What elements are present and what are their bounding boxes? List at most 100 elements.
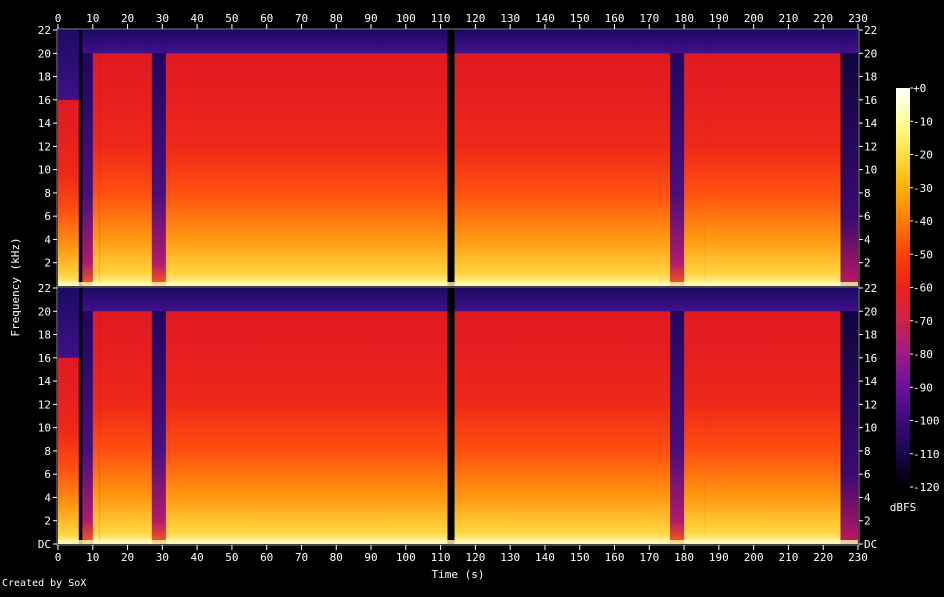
channel-2-segment-10 [684,311,705,544]
xtick-label-top: 40 [191,12,204,25]
xtick-label-top: 90 [364,12,377,25]
channel-2-segment-7 [447,288,455,544]
channel-2-ytick-label-right: 2 [864,515,871,528]
channel-1-ytick-label-left: 12 [38,140,51,153]
channel-1-segment-12-upper [840,30,858,54]
xtick-label-top: 140 [535,12,555,25]
channel-2-segment-3-upper [92,288,100,312]
colorbar-tick-label: -100 [913,415,940,428]
channel-1-segment-5 [151,53,166,286]
channel-2-ytick-label-right: DC [864,538,877,551]
xtick-label-bottom: 220 [813,551,833,564]
channel-1-segment-1 [78,30,83,286]
xtick-label-bottom: 110 [431,551,451,564]
channel-2-frame [56,286,860,546]
xtick-label-top: 110 [431,12,451,25]
xtick-label-bottom: 10 [86,551,99,564]
channel-1-segment-6-upper [165,30,448,54]
xtick-label-bottom: 160 [605,551,625,564]
channel-2-ytick-label-right: 4 [864,491,871,504]
xtick-label-bottom: 0 [55,551,62,564]
channel-2-ytick-label-left: 14 [38,375,52,388]
xtick-label-top: 180 [674,12,694,25]
colorbar-tick-label: -10 [913,115,933,128]
channel-1-segment-7 [447,30,455,286]
channel-2-segment-4-upper [99,288,152,312]
channel-1-ytick-label-right: 14 [864,117,878,130]
channel-1-segment-2 [82,53,93,286]
channel-1-ytick-label-left: 14 [38,117,52,130]
channel-2-segment-3 [92,311,100,544]
channel-1-segment-8-upper [454,30,671,54]
channel-1-ytick-label-left: 4 [44,233,51,246]
xtick-label-top: 20 [121,12,134,25]
colorbar-tick-label: -110 [913,448,940,461]
channel-1-segment-4-upper [99,30,152,54]
channel-2-ytick-label-right: 22 [864,282,877,295]
channel-1-ytick-label-left: 6 [44,210,51,223]
xtick-label-bottom: 20 [121,551,134,564]
channel-1-segment-5-upper [151,30,166,54]
channel-2-ytick-label-left: 22 [38,282,51,295]
channel-2-segment-6-upper [165,288,448,312]
channel-2-ytick-label-right: 14 [864,375,878,388]
channel-2-segment-6 [165,311,448,544]
channel-1-segment-10-upper [684,30,705,54]
channel-2-segment-2 [82,311,93,544]
channel-2-segment-12-upper [840,288,858,312]
channel-2-segment-1 [78,288,83,544]
channel-1-segment-3-upper [92,30,100,54]
channel-1-segment-10 [684,53,705,286]
channel-2-ytick-label-left: 12 [38,398,51,411]
xtick-label-bottom: 70 [295,551,308,564]
channel-2-segment-2-upper [82,288,93,312]
channel-1-ytick-label-left: 18 [38,71,51,84]
channel-2-ytick-label-left: 2 [44,515,51,528]
channel-2-ytick-label-right: 8 [864,445,871,458]
channel-2-segment-0-upper [58,288,79,358]
channel-2-ytick-label-right: 12 [864,398,877,411]
x-axis-label: Time (s) [432,568,485,581]
xtick-label-bottom: 80 [330,551,343,564]
xtick-label-bottom: 170 [639,551,659,564]
colorbar-tick-label: -50 [913,248,933,261]
colorbar-tick-label: -40 [913,215,933,228]
channel-2-ytick-label-left: 4 [44,491,51,504]
channel-2-dc-band [58,540,858,544]
channel-1-ytick-label-right: 8 [864,187,871,200]
xtick-label-bottom: 130 [500,551,520,564]
channel-1-ytick-label-left: 16 [38,94,51,107]
channel-1-ytick-label-right: 16 [864,94,877,107]
colorbar-tick-label: +0 [913,82,926,95]
channel-2-segment-4 [99,311,152,544]
colorbar-tick-label: -20 [913,149,933,162]
xtick-label-top: 130 [500,12,520,25]
channel-1-segment-6 [165,53,448,286]
channel-2-ytick-label-right: 16 [864,352,877,365]
xtick-label-top: 60 [260,12,273,25]
channel-1-ytick-label-right: 4 [864,233,871,246]
xtick-label-top: 80 [330,12,343,25]
channel-1-segment-3 [92,53,100,286]
channel-2-segment-8 [454,311,671,544]
colorbar-tick-label: -80 [913,348,933,361]
created-by-credit: Created by SoX [2,578,87,589]
xtick-label-top: 120 [465,12,485,25]
xtick-label-top: 10 [86,12,99,25]
channel-1-dc-band [58,282,858,286]
xtick-label-bottom: 200 [744,551,764,564]
xtick-label-bottom: 30 [156,551,169,564]
channel-1-segment-0 [58,99,79,287]
xtick-label-top: 190 [709,12,729,25]
colorbar-label: dBFS [890,501,917,514]
xtick-label-bottom: 60 [260,551,273,564]
channel-2-ytick-label-right: 18 [864,329,877,342]
xtick-label-bottom: 230 [848,551,868,564]
xtick-label-top: 160 [605,12,625,25]
colorbar-tick-label: -30 [913,182,933,195]
xtick-label-top: 70 [295,12,308,25]
channel-2-ytick-label-right: 6 [864,468,871,481]
xtick-label-top: 150 [570,12,590,25]
